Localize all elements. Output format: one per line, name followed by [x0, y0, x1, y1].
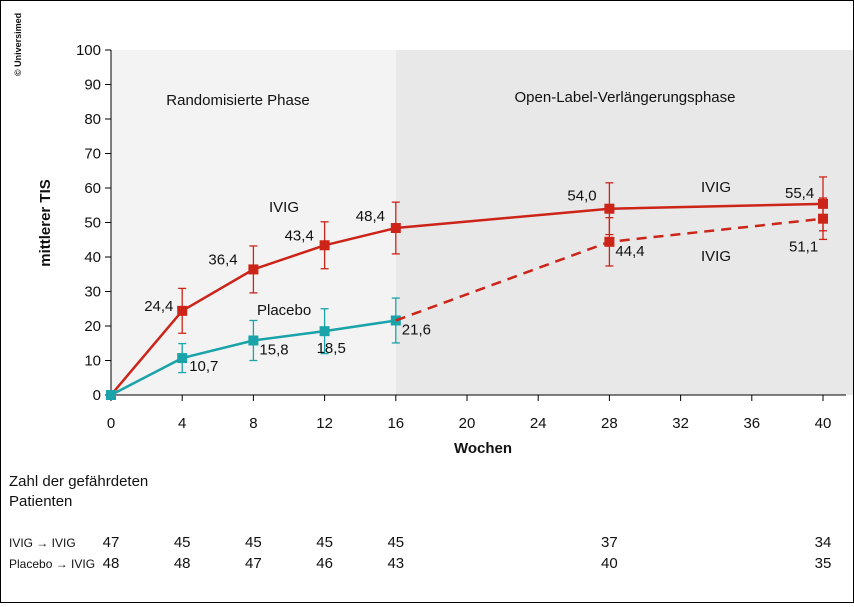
risk-value: 48 — [174, 555, 191, 572]
risk-row-label: IVIG → IVIG — [9, 536, 76, 550]
data-point — [390, 223, 401, 234]
x-tick-label: 0 — [107, 415, 115, 432]
data-label: 21,6 — [402, 321, 431, 338]
data-label: 15,8 — [259, 341, 288, 358]
y-tick-label: 70 — [84, 146, 101, 163]
risk-value: 47 — [103, 534, 120, 551]
y-tick-label: 50 — [84, 215, 101, 232]
x-tick-label: 20 — [459, 415, 476, 432]
risk-value: 45 — [174, 534, 191, 551]
risk-value: 48 — [103, 555, 120, 572]
phase-label-randomized: Randomisierte Phase — [166, 92, 309, 109]
data-label: 51,1 — [789, 239, 818, 256]
data-label: 55,4 — [785, 185, 814, 202]
data-point — [106, 390, 116, 400]
phase-label-open-label: Open-Label-Verlängerungsphase — [515, 89, 736, 106]
data-point — [604, 236, 615, 247]
data-point — [319, 240, 330, 251]
annotation-ivig: IVIG — [269, 199, 299, 216]
risk-value: 40 — [601, 555, 618, 572]
y-tick-label: 60 — [84, 180, 101, 197]
x-tick-label: 24 — [530, 415, 547, 432]
data-label: 43,4 — [285, 227, 314, 244]
y-tick-label: 80 — [84, 111, 101, 128]
annotation-ivig-crossover: IVIG — [701, 248, 731, 265]
annotation-ivig-open: IVIG — [701, 179, 731, 196]
x-tick-label: 4 — [178, 415, 186, 432]
data-point — [319, 326, 330, 337]
data-point — [818, 213, 828, 224]
data-label: 54,0 — [567, 188, 596, 205]
data-point — [248, 264, 259, 275]
y-tick-label: 30 — [84, 284, 101, 301]
annotation-placebo: Placebo — [257, 302, 311, 319]
y-tick-label: 90 — [84, 77, 101, 94]
risk-value: 45 — [316, 534, 333, 551]
x-axis-title: Wochen — [454, 440, 512, 457]
x-tick-label: 12 — [316, 415, 333, 432]
data-label: 24,4 — [144, 298, 173, 315]
risk-value: 35 — [815, 555, 832, 572]
x-tick-label: 28 — [601, 415, 618, 432]
data-point — [248, 335, 259, 346]
y-tick-label: 10 — [84, 353, 101, 370]
risk-value: 37 — [601, 534, 618, 551]
y-tick-label: 100 — [76, 42, 101, 59]
data-label: 44,4 — [615, 243, 644, 260]
x-tick-label: 8 — [249, 415, 257, 432]
risk-value: 34 — [815, 534, 832, 551]
x-tick-label: 40 — [815, 415, 832, 432]
risk-table-title: Patienten — [9, 493, 72, 510]
data-label: 18,5 — [317, 340, 346, 357]
risk-value: 45 — [387, 534, 404, 551]
risk-table-title: Zahl der gefährdeten — [9, 473, 148, 490]
data-point — [177, 305, 188, 316]
copyright-text: © Universimed — [13, 13, 23, 76]
y-axis-title: mittlerer TIS — [37, 179, 54, 267]
risk-value: 43 — [387, 555, 404, 572]
x-tick-label: 32 — [672, 415, 689, 432]
risk-row-label: Placebo → IVIG — [9, 557, 95, 571]
y-tick-label: 20 — [84, 318, 101, 335]
x-tick-label: 16 — [387, 415, 404, 432]
risk-value: 47 — [245, 555, 262, 572]
y-tick-label: 40 — [84, 249, 101, 266]
x-tick-label: 36 — [743, 415, 760, 432]
data-label: 48,4 — [356, 208, 385, 225]
data-point — [604, 203, 615, 214]
risk-value: 45 — [245, 534, 262, 551]
y-tick-label: 0 — [93, 387, 101, 404]
data-label: 36,4 — [208, 251, 237, 268]
data-point — [177, 353, 188, 364]
data-label: 10,7 — [189, 358, 218, 375]
risk-value: 46 — [316, 555, 333, 572]
